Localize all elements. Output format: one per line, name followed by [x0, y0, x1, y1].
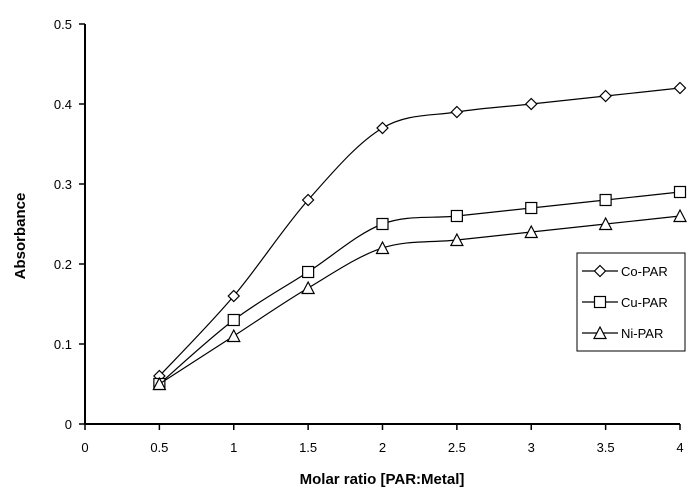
series-co-par — [153, 81, 687, 383]
x-tick-label: 3.5 — [597, 440, 615, 455]
data-point-cu-par — [227, 313, 240, 327]
x-axis-title: Molar ratio [PAR:Metal] — [300, 471, 465, 488]
x-tick-label: 2.5 — [448, 440, 466, 455]
legend-marker-cu-par — [593, 295, 607, 309]
legend-label: Ni-PAR — [621, 326, 663, 341]
data-point-co-par — [450, 105, 464, 119]
legend: Co-PAR Cu-PAR Ni-PAR — [576, 252, 686, 352]
y-tick-label: 0 — [65, 417, 72, 432]
data-point-cu-par — [673, 185, 687, 199]
legend-marker-ni-par — [593, 325, 607, 340]
data-point-ni-par — [226, 328, 241, 343]
data-point-ni-par — [152, 376, 167, 391]
series-ni-par — [152, 208, 687, 391]
data-point-cu-par — [376, 217, 389, 231]
legend-item-cu-par: Cu-PAR — [582, 295, 668, 310]
legend-label: Cu-PAR — [621, 295, 668, 310]
y-tick-label: 0.4 — [54, 97, 72, 112]
x-axis: 0 0.5 1 1.5 2 2.5 3 3.5 4 — [81, 423, 684, 455]
y-tick-label: 0.2 — [54, 257, 72, 272]
x-tick-label: 0.5 — [150, 440, 168, 455]
legend-marker-co-par — [593, 264, 607, 278]
x-tick-label: 2 — [379, 440, 386, 455]
data-point-cu-par — [599, 193, 612, 207]
x-tick-label: 1 — [230, 440, 237, 455]
y-axis-title: Absorbance — [12, 193, 29, 280]
y-tick-label: 0.1 — [54, 337, 72, 352]
data-point-ni-par — [449, 232, 464, 247]
data-point-ni-par — [375, 240, 390, 255]
data-point-cu-par — [302, 265, 315, 279]
legend-label: Co-PAR — [621, 264, 668, 279]
data-point-co-par — [599, 89, 612, 103]
data-point-co-par — [673, 81, 687, 95]
y-axis: 0 0.1 0.2 0.3 0.4 0.5 — [54, 17, 86, 432]
y-tick-label: 0.3 — [54, 177, 72, 192]
data-point-ni-par — [524, 224, 539, 239]
data-point-ni-par — [598, 216, 613, 231]
data-point-ni-par — [301, 280, 316, 295]
data-point-co-par — [227, 289, 241, 303]
x-tick-label: 1.5 — [299, 440, 317, 455]
data-point-cu-par — [525, 201, 538, 215]
data-point-ni-par — [673, 208, 687, 223]
y-tick-label: 0.5 — [54, 17, 72, 32]
x-tick-label: 4 — [676, 440, 683, 455]
x-tick-label: 0 — [81, 440, 88, 455]
data-point-cu-par — [450, 209, 463, 223]
legend-item-ni-par: Ni-PAR — [582, 325, 663, 341]
x-tick-label: 3 — [528, 440, 535, 455]
legend-item-co-par: Co-PAR — [582, 264, 668, 279]
series-cu-par — [153, 185, 687, 391]
data-point-co-par — [524, 97, 538, 111]
data-point-co-par — [376, 121, 389, 135]
data-point-co-par — [301, 193, 315, 207]
series-layer — [152, 81, 687, 391]
